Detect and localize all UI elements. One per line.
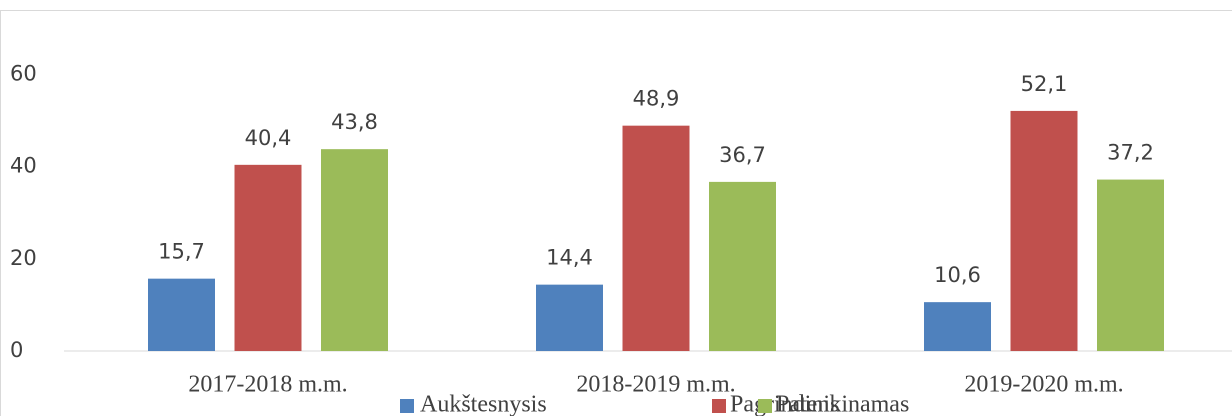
data-label: 14,4 — [546, 246, 593, 270]
y-tick-label: 0 — [10, 338, 23, 362]
chart-frame — [0, 10, 1232, 416]
data-label: 36,7 — [719, 143, 766, 167]
data-label: 43,8 — [331, 110, 378, 134]
data-label: 48,9 — [633, 87, 680, 111]
bar — [536, 284, 603, 351]
bar — [709, 181, 776, 351]
bar — [234, 164, 302, 351]
legend-swatch — [758, 399, 772, 413]
bar — [622, 125, 690, 351]
y-tick-label: 20 — [10, 246, 37, 270]
data-label: 40,4 — [245, 126, 292, 150]
x-tick-label: 2017-2018 m.m. — [188, 372, 347, 398]
bar — [924, 302, 991, 351]
data-label: 52,1 — [1021, 72, 1068, 96]
legend-swatch — [400, 399, 414, 413]
data-label: 15,7 — [158, 240, 205, 264]
bar — [1010, 110, 1078, 351]
legend-label: Patenkinamas — [776, 392, 909, 416]
legend-swatch — [712, 399, 726, 413]
bar — [1097, 179, 1164, 351]
bar — [321, 149, 388, 351]
y-tick-label: 40 — [10, 154, 37, 178]
legend-label: Aukštesnysis — [420, 392, 547, 416]
y-tick-label: 60 — [10, 62, 37, 86]
x-tick-label: 2018-2019 m.m. — [576, 372, 735, 398]
data-label: 37,2 — [1107, 141, 1154, 165]
data-label: 10,6 — [934, 263, 981, 287]
x-tick-label: 2019-2020 m.m. — [964, 372, 1123, 398]
legend-label: Pagrindinis — [730, 392, 839, 416]
bar — [148, 278, 215, 351]
